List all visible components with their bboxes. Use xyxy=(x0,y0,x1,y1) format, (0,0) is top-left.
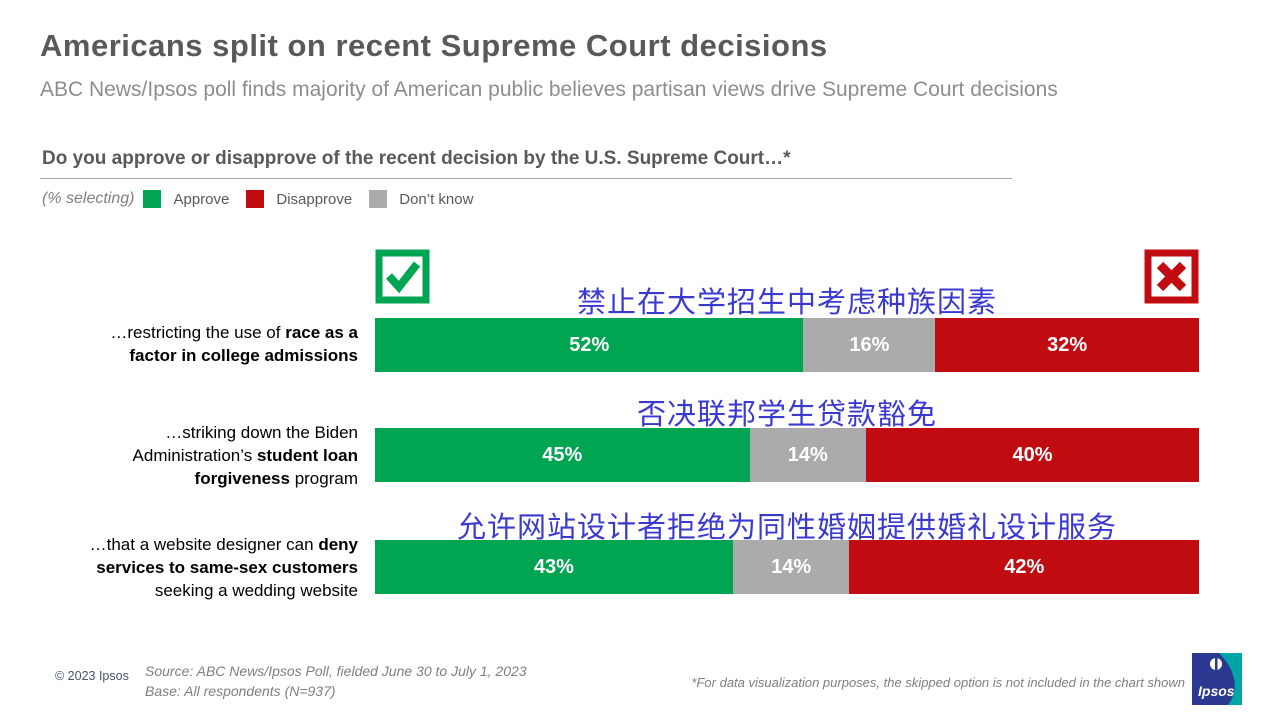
bar-segment-dontknow: 16% xyxy=(803,318,936,372)
bar-segment-approve: 52% xyxy=(375,318,804,372)
segment-value: 14% xyxy=(771,555,812,578)
bar-race-admissions: 52% 16% 32% xyxy=(375,318,1200,372)
label-bold-part: student loan forgiveness xyxy=(194,446,358,488)
bar-website-designer: 43% 14% 42% xyxy=(375,540,1200,594)
logo-text: Ipsos xyxy=(1198,683,1235,699)
segment-value: 42% xyxy=(1004,555,1045,578)
legend-note: (% selecting) xyxy=(42,190,135,207)
source-line2: Base: All respondents (N=937) xyxy=(145,683,336,699)
bar-segment-disapprove: 32% xyxy=(935,318,1200,372)
bar-segment-dontknow: 14% xyxy=(749,428,867,482)
label-normal-part: …restricting the use of xyxy=(110,323,286,342)
segment-value: 16% xyxy=(849,333,890,356)
disapprove-swatch xyxy=(246,190,265,208)
category-label-website-designer: …that a website designer can deny servic… xyxy=(63,533,358,602)
source-line1: Source: ABC News/Ipsos Poll, fielded Jun… xyxy=(145,663,527,679)
annotation-race-admissions: 禁止在大学招生中考虑种族因素 xyxy=(576,285,997,319)
label-bold-part: race as a factor in college admissions xyxy=(129,323,358,365)
page-subtitle: ABC News/Ipsos poll finds majority of Am… xyxy=(40,78,1058,101)
source-note: Source: ABC News/Ipsos Poll, fielded Jun… xyxy=(145,661,527,701)
bar-segment-disapprove: 40% xyxy=(866,428,1199,482)
copyright: © 2023 Ipsos xyxy=(55,669,129,683)
page-title: Americans split on recent Supreme Court … xyxy=(40,28,828,63)
annotation-website-designer: 允许网站设计者拒绝为同性婚姻提供婚礼设计服务 xyxy=(456,510,1117,544)
bar-segment-disapprove: 42% xyxy=(849,540,1200,594)
checkmark-icon xyxy=(375,249,430,304)
label-normal-part: …striking down the Biden Administration’… xyxy=(132,423,358,465)
chart-question: Do you approve or disapprove of the rece… xyxy=(42,148,791,169)
label-normal-part: seeking a wedding website xyxy=(154,581,358,600)
label-normal-part: …that a website designer can xyxy=(89,535,319,554)
segment-value: 14% xyxy=(787,443,828,466)
legend-label-dontknow: Don’t know xyxy=(399,190,474,208)
legend-label-disapprove: Disapprove xyxy=(276,190,353,208)
x-icon xyxy=(1144,249,1199,304)
bar-segment-approve: 45% xyxy=(375,428,750,482)
segment-value: 52% xyxy=(569,333,610,356)
category-label-race-admissions: …restricting the use of race as a factor… xyxy=(100,321,358,367)
ipsos-logo: Ipsos xyxy=(1192,653,1242,705)
divider-line xyxy=(40,178,1012,179)
legend: (% selecting) Approve Disapprove Don’t k… xyxy=(42,188,490,210)
bar-student-loans: 45% 14% 40% xyxy=(375,428,1199,482)
footnote: *For data visualization purposes, the sk… xyxy=(691,675,1185,690)
dontknow-swatch xyxy=(369,190,388,208)
label-normal-part: program xyxy=(289,469,358,488)
category-label-student-loans: …striking down the Biden Administration’… xyxy=(116,421,358,490)
segment-value: 40% xyxy=(1012,443,1053,466)
bar-segment-dontknow: 14% xyxy=(732,540,850,594)
bar-segment-approve: 43% xyxy=(375,540,733,594)
segment-value: 43% xyxy=(533,555,574,578)
segment-value: 45% xyxy=(542,443,583,466)
legend-label-approve: Approve xyxy=(173,190,230,208)
annotation-student-loans: 否决联邦学生贷款豁免 xyxy=(636,397,937,431)
segment-value: 32% xyxy=(1047,333,1088,356)
approve-swatch xyxy=(143,190,162,208)
label-bold-part: deny services to same-sex customers xyxy=(96,535,358,577)
